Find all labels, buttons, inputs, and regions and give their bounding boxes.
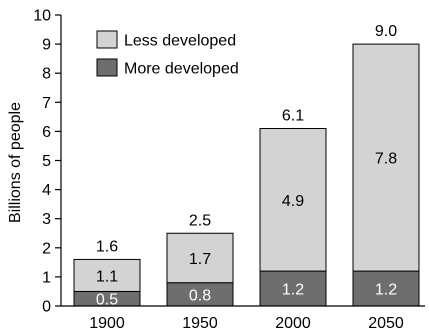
y-tick-label: 5 <box>42 153 51 170</box>
data-label-total: 9.0 <box>375 23 397 40</box>
bar-segment-less-developed <box>259 127 327 272</box>
legend-swatch <box>96 58 118 77</box>
legend-label: Less developed <box>124 33 236 50</box>
legend-label: More developed <box>124 61 239 78</box>
data-label-less-developed: 1.1 <box>96 268 118 285</box>
y-tick-label: 4 <box>42 182 51 199</box>
bar-segment-more-developed <box>352 270 420 307</box>
bars: 0.5 1.1 1.6 0.8 1.7 2.5 1.2 4.9 6.1 1.2 7.8 9.0 <box>73 23 420 309</box>
y-tick-label: 2 <box>42 240 51 257</box>
data-label-total: 6.1 <box>282 107 304 124</box>
bar-segment-less-developed <box>73 258 141 292</box>
data-label-less-developed: 1.7 <box>189 251 211 268</box>
x-tick-label: 1900 <box>89 315 125 331</box>
x-axis: 1900 1950 2000 2050 <box>61 305 425 331</box>
y-tick-label: 6 <box>42 124 51 141</box>
data-label-more-developed: 1.2 <box>375 282 397 299</box>
y-tick-label: 1 <box>42 269 51 286</box>
legend: Less developed More developed <box>96 30 239 78</box>
legend-swatch <box>96 30 118 49</box>
x-tick-label: 2050 <box>368 315 404 331</box>
data-label-less-developed: 4.9 <box>282 193 304 210</box>
bar-segment-less-developed <box>352 43 420 272</box>
y-tick-label: 10 <box>33 8 51 25</box>
y-tick-label: 3 <box>42 211 51 228</box>
bar-2000: 1.2 4.9 6.1 <box>259 107 327 307</box>
y-tick-label: 9 <box>42 37 51 54</box>
data-label-less-developed: 7.8 <box>375 151 397 168</box>
data-label-more-developed: 0.8 <box>189 287 211 304</box>
x-tick-label: 2000 <box>275 315 311 331</box>
y-axis: 0 1 2 3 4 5 6 7 8 9 10 <box>33 8 62 316</box>
data-label-total: 1.6 <box>96 238 118 255</box>
bar-1900: 0.5 1.1 1.6 <box>73 238 141 309</box>
data-label-more-developed: 0.5 <box>96 292 118 309</box>
data-label-more-developed: 1.2 <box>282 282 304 299</box>
y-axis-title: Billions of people <box>7 102 24 223</box>
data-label-total: 2.5 <box>189 212 211 229</box>
x-tick-label: 1950 <box>182 315 218 331</box>
bar-1950: 0.8 1.7 2.5 <box>166 212 234 307</box>
y-tick-label: 0 <box>42 299 51 316</box>
y-tick-label: 8 <box>42 66 51 83</box>
bar-2050: 1.2 7.8 9.0 <box>352 23 420 307</box>
y-tick-label: 7 <box>42 95 51 112</box>
bar-segment-less-developed <box>166 232 234 284</box>
